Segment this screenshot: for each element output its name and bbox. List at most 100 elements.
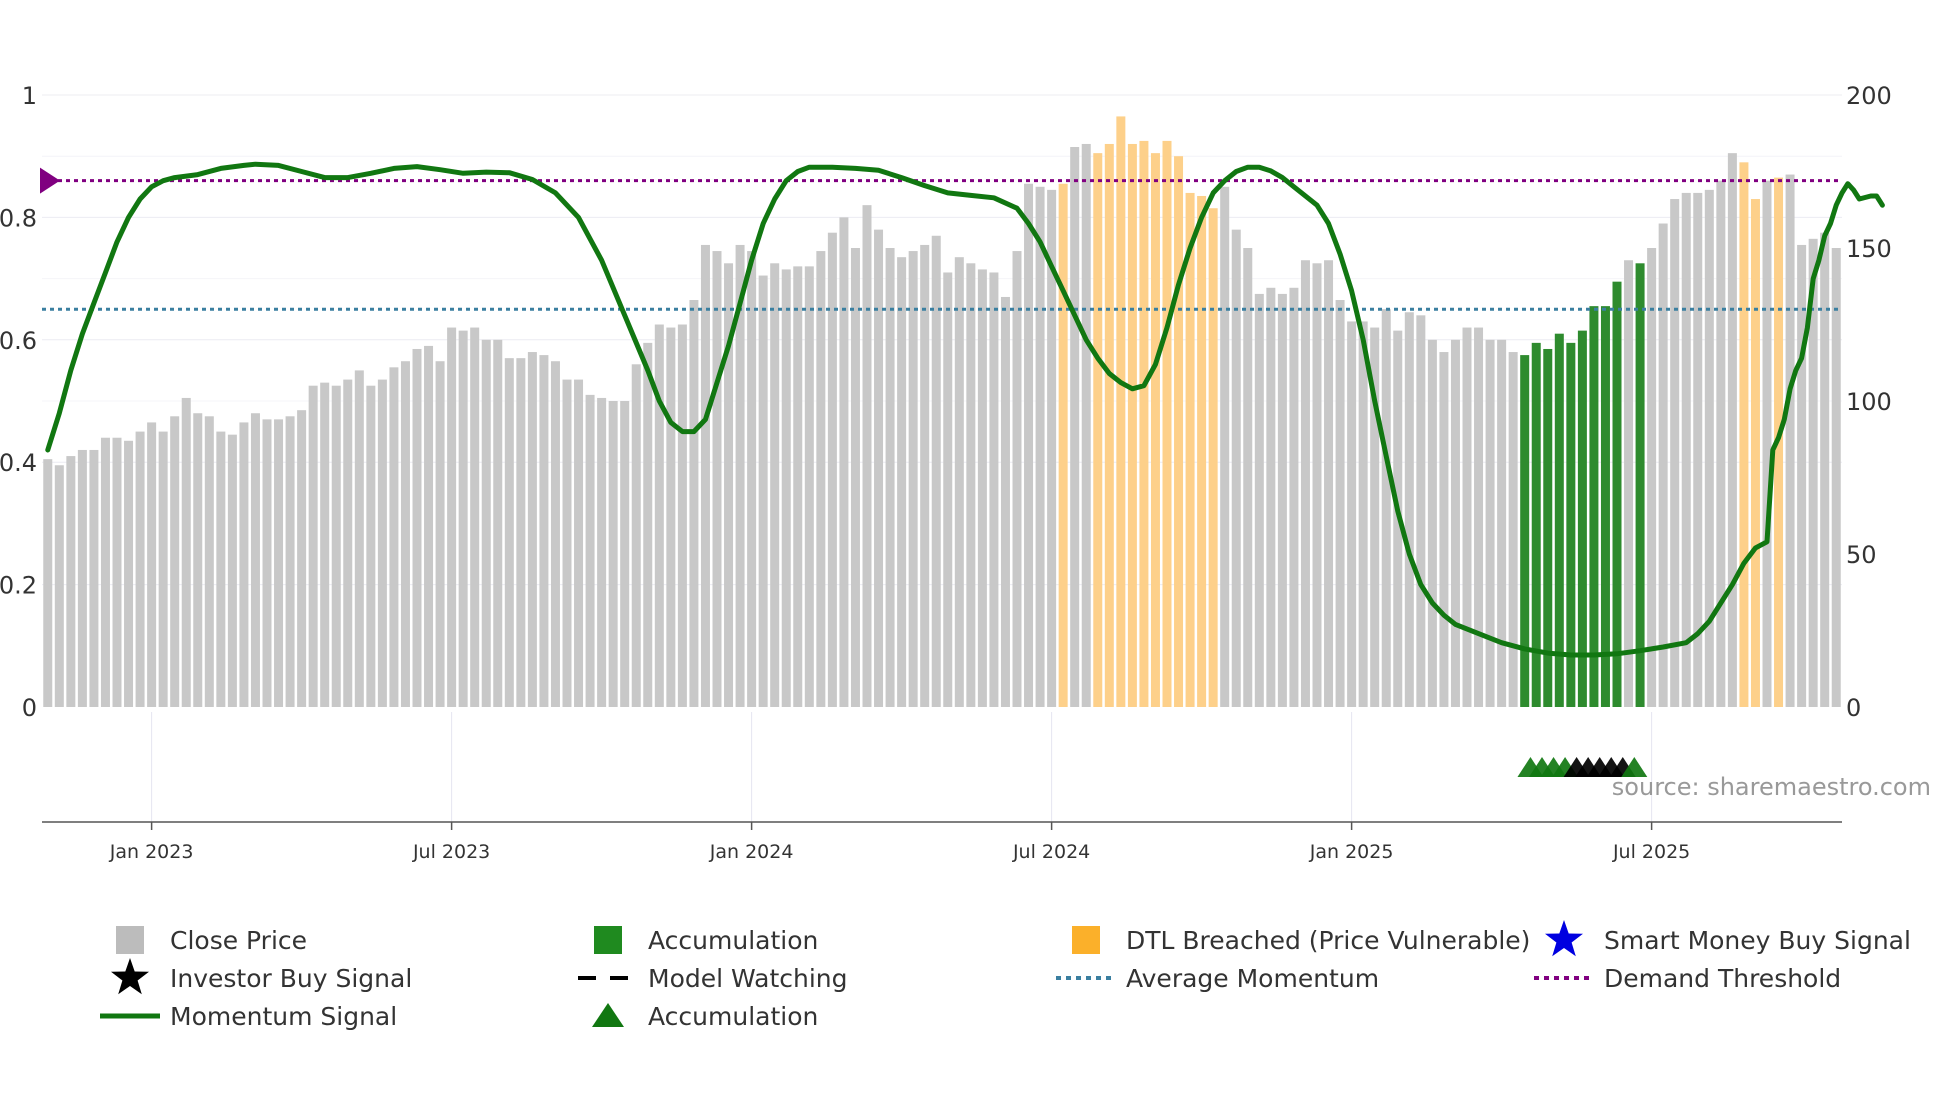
price-bar <box>1300 260 1310 707</box>
price-bar <box>285 416 295 707</box>
price-bar <box>839 217 849 707</box>
price-bar <box>331 385 341 707</box>
price-bar <box>643 342 653 707</box>
price-bar <box>1150 153 1160 707</box>
signal-markers <box>1517 757 1648 777</box>
price-bar <box>216 431 226 707</box>
legend-item-demand: Demand Threshold <box>1534 964 1841 993</box>
price-bar <box>897 257 907 707</box>
price-bar <box>712 251 722 707</box>
price-bar <box>1220 186 1230 708</box>
price-bar <box>66 456 76 707</box>
price-bar <box>724 263 734 707</box>
price-bar <box>631 364 641 707</box>
price-bar <box>758 275 768 707</box>
price-bar <box>1647 248 1657 707</box>
price-bar <box>562 379 572 707</box>
legend-label: Model Watching <box>648 964 848 993</box>
price-bar <box>1797 244 1807 707</box>
right-axis-tick: 200 <box>1846 82 1892 110</box>
price-bar <box>1335 300 1345 707</box>
price-bar <box>1000 296 1010 707</box>
x-axis-tick-label: Jul 2023 <box>412 841 490 863</box>
price-bar <box>608 401 618 707</box>
price-bar <box>193 413 203 707</box>
legend-label: Momentum Signal <box>170 1002 397 1031</box>
price-bar <box>1762 180 1772 707</box>
price-bar <box>424 345 434 707</box>
price-bar <box>874 229 884 707</box>
price-bar <box>1174 156 1184 707</box>
price-bar <box>147 422 157 707</box>
x-axis-tick-label: Jan 2024 <box>709 841 794 863</box>
price-bar <box>920 244 930 707</box>
price-bar <box>1474 327 1484 707</box>
momentum-line <box>45 161 1885 658</box>
price-bar <box>1070 147 1080 707</box>
price-bar <box>1624 260 1634 707</box>
price-bar <box>1554 333 1564 707</box>
price-bar <box>77 449 87 707</box>
price-bar <box>1508 352 1518 707</box>
price-bar <box>862 205 872 707</box>
price-bar <box>343 379 353 707</box>
accumulation-triangle <box>1621 757 1648 777</box>
right-axis-tick: 50 <box>1846 541 1877 569</box>
price-bar <box>1381 309 1391 707</box>
legend-label: DTL Breached (Price Vulnerable) <box>1126 926 1530 955</box>
price-bar <box>112 437 122 707</box>
price-bar <box>1012 251 1022 707</box>
source-credit: source: sharemaestro.com <box>1612 773 1931 801</box>
price-bar <box>1197 195 1207 708</box>
price-bar <box>170 416 180 707</box>
price-bar <box>1566 342 1576 707</box>
price-bar <box>574 379 584 707</box>
price-bar <box>1116 116 1126 708</box>
price-bar <box>1739 162 1749 707</box>
price-bar <box>1520 355 1530 707</box>
threshold-lines <box>40 167 1842 311</box>
price-bar <box>227 434 237 707</box>
price-bar <box>527 352 537 707</box>
legend-item-investor: Investor Buy Signal <box>111 958 412 995</box>
price-bar <box>1035 186 1045 708</box>
price-bar <box>1047 189 1057 708</box>
right-axis-tick: 150 <box>1846 235 1892 263</box>
price-bar <box>989 272 999 707</box>
dtl-swatch <box>1072 926 1100 954</box>
x-axis-tick-label: Jan 2025 <box>1309 841 1394 863</box>
price-bar <box>1750 199 1760 708</box>
price-bar <box>1808 238 1818 707</box>
left-axis-tick: 1 <box>22 82 37 110</box>
price-bar <box>1670 199 1680 708</box>
price-bar <box>700 244 710 707</box>
price-bar <box>1439 352 1449 707</box>
price-bar <box>1324 260 1334 707</box>
price-bar <box>470 327 480 707</box>
price-bar <box>435 361 445 707</box>
x-axis-tick-label: Jul 2025 <box>1612 841 1690 863</box>
price-bar <box>747 251 757 707</box>
legend-item-avgmom: Average Momentum <box>1056 964 1379 993</box>
right-axis-tick: 100 <box>1846 388 1892 416</box>
price-bar <box>1024 183 1034 708</box>
price-bar <box>827 232 837 707</box>
price-bar <box>89 449 99 707</box>
price-bar <box>516 358 526 707</box>
price-bar <box>1093 153 1103 707</box>
price-bar <box>1577 330 1587 707</box>
momentum-signal-line <box>45 161 1885 658</box>
price-bar <box>1681 192 1691 708</box>
price-bar <box>1266 287 1276 707</box>
price-bar <box>793 266 803 707</box>
price-bar <box>1704 189 1714 708</box>
x-axis-tick-label: Jul 2024 <box>1012 841 1090 863</box>
price-bar <box>320 382 330 707</box>
price-bar <box>262 419 272 707</box>
price-bar <box>1785 174 1795 707</box>
legend-item-watching: Model Watching <box>578 964 848 993</box>
price-bar <box>54 465 64 707</box>
legend-label: Accumulation <box>648 926 818 955</box>
price-bar <box>1358 321 1368 707</box>
